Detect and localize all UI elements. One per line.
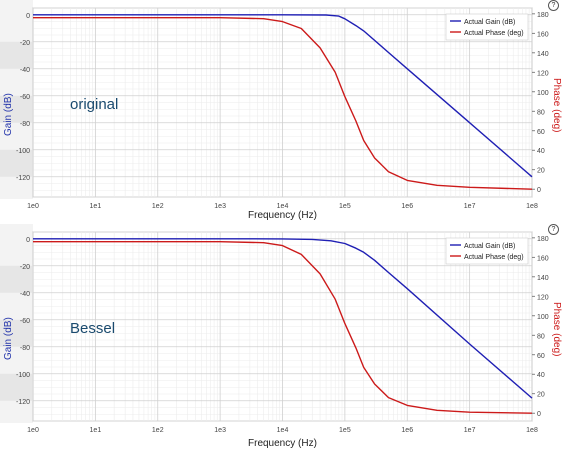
x-tick-label: 1e8 [526, 203, 538, 210]
help-icon[interactable]: ? [548, 0, 559, 11]
y-axis-label-gain: Gain (dB) [3, 93, 14, 136]
x-tick-label: 1e1 [90, 203, 102, 210]
y-tick-label: 0 [26, 13, 30, 20]
y2-tick-label: 40 [537, 372, 545, 379]
gain-series-line [33, 238, 533, 399]
x-tick-label: 1e5 [339, 203, 351, 210]
y-tick-label: -80 [20, 121, 30, 128]
bode-chart-original: 1e0 1e1 1e2 1e3 1e4 1e5 1e6 1e7 1e8 0 -20 -40 -60 -80… [0, 0, 549, 210]
y2-tick-label: 180 [537, 236, 549, 243]
legend-label: Actual Gain (dB) [464, 243, 515, 250]
y2-tick-label: 20 [537, 392, 545, 399]
x-tick-label: 1e7 [464, 427, 476, 434]
y2-tick-label: 140 [537, 275, 549, 282]
x-tick-label: 1e3 [214, 427, 226, 434]
x-tick-label: 1e4 [277, 203, 289, 210]
chart-panel-original: 1e0 1e1 1e2 1e3 1e4 1e5 1e6 1e7 1e8 0 -20 -40 -60 -80… [0, 0, 562, 223]
x-tick-label: 1e2 [152, 427, 164, 434]
x-tick-label: 1e6 [401, 203, 413, 210]
x-tick-label: 1e6 [401, 427, 413, 434]
y2-tick-label: 60 [537, 129, 545, 136]
y2-tick-label: 0 [537, 187, 541, 194]
x-tick-label: 1e7 [464, 203, 476, 210]
y2-tick-label: 40 [537, 148, 545, 155]
y2-tick-label: 160 [537, 255, 549, 262]
y2-tick-label: 120 [537, 294, 549, 301]
x-tick-label: 1e8 [526, 427, 538, 434]
x-tick-label: 1e3 [214, 203, 226, 210]
x-tick-label: 1e0 [27, 203, 39, 210]
x-tick-label: 1e1 [90, 427, 102, 434]
y2-tick-label: 160 [537, 31, 549, 38]
legend [445, 13, 529, 41]
y-tick-label: -120 [16, 399, 30, 406]
y2-tick-label: 20 [537, 168, 545, 175]
y2-tick-label: 80 [537, 333, 545, 340]
y-tick-label: -120 [16, 175, 30, 182]
y2-tick-label: 140 [537, 51, 549, 58]
y2-tick-label: 60 [537, 353, 545, 360]
legend-label: Actual Gain (dB) [464, 19, 515, 26]
phase-series-line [33, 241, 533, 414]
phase-series-line [33, 17, 533, 190]
plot-annotation: original [70, 96, 119, 113]
bode-chart-bessel: 1e0 1e1 1e2 1e3 1e4 1e5 1e6 1e7 1e8 0 -20 -40 -60 -80… [0, 224, 549, 434]
y2-tick-label: 100 [537, 314, 549, 321]
x-axis-label: Frequency (Hz) [248, 438, 317, 449]
y2-tick-label: 120 [537, 70, 549, 77]
y2-tick-label: 0 [537, 411, 541, 418]
y-tick-label: -40 [20, 67, 30, 74]
chart-panel-bessel: 1e0 1e1 1e2 1e3 1e4 1e5 1e6 1e7 1e8 0 -20 -40 -60 -80… [0, 224, 562, 449]
plot-annotation: Bessel [70, 320, 116, 337]
gain-series-line [33, 14, 533, 178]
y-tick-label: -20 [20, 40, 30, 47]
y2-tick-label: 80 [537, 109, 545, 116]
x-tick-label: 1e5 [339, 427, 351, 434]
y-tick-label: -20 [20, 264, 30, 271]
x-tick-label: 1e0 [27, 427, 39, 434]
x-axis-label: Frequency (Hz) [248, 210, 317, 221]
y-axis-label-gain: Gain (dB) [3, 317, 14, 360]
y-tick-label: -60 [20, 94, 30, 101]
legend-label: Actual Phase (deg) [464, 254, 524, 261]
y-axis-label-phase: Phase (deg) [551, 78, 562, 133]
help-icon[interactable]: ? [548, 224, 559, 235]
x-tick-label: 1e4 [277, 427, 289, 434]
x-tick-label: 1e2 [152, 203, 164, 210]
y-tick-label: -100 [16, 372, 30, 379]
y-tick-label: -100 [16, 148, 30, 155]
y-tick-label: -80 [20, 345, 30, 352]
y2-tick-label: 180 [537, 12, 549, 19]
y-tick-label: -60 [20, 318, 30, 325]
y2-tick-label: 100 [537, 90, 549, 97]
legend [445, 237, 529, 265]
y-tick-label: 0 [26, 237, 30, 244]
legend-label: Actual Phase (deg) [464, 30, 524, 37]
y-tick-label: -40 [20, 291, 30, 298]
y-axis-label-phase: Phase (deg) [551, 302, 562, 357]
